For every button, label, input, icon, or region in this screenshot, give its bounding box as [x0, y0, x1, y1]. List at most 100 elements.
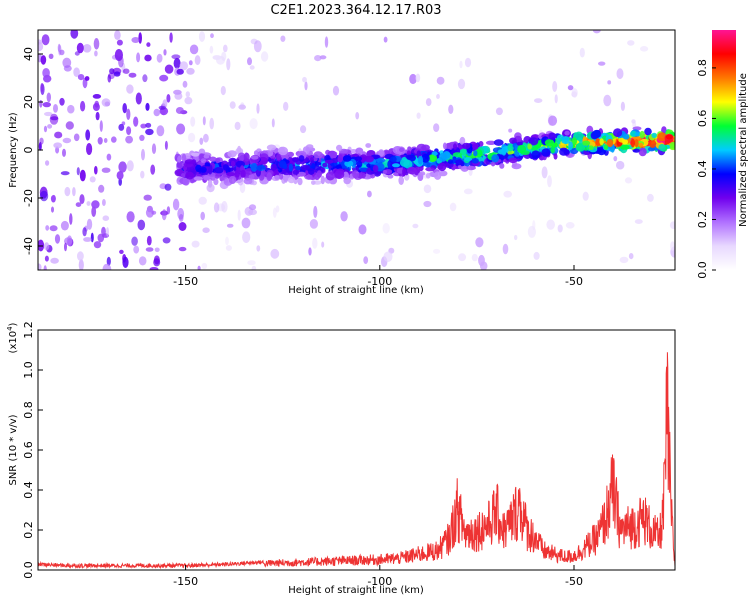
spectrogram-noise-cell — [464, 57, 472, 68]
spectrogram-ridge-cell — [322, 162, 328, 168]
spectrogram-noise-cell — [202, 116, 206, 126]
spectrogram-noise-cell — [137, 219, 146, 231]
spectrogram-ridge-cell — [462, 142, 471, 150]
spectrogram-ridge-cell — [354, 156, 363, 162]
spectrogram-ridge-cell — [501, 148, 507, 156]
spectrogram-noise-cell — [84, 76, 90, 81]
spectrogram-noise-cell — [533, 251, 540, 260]
spectrogram-ridge-cell — [425, 167, 435, 172]
spectrogram-ridge-cell — [499, 163, 505, 169]
spectrogram-noise-cell — [54, 234, 61, 244]
spectrogram-noise-cell — [162, 237, 171, 244]
spectrogram-x-tick-label: -150 — [173, 275, 198, 288]
spectrogram-noise-cell — [70, 30, 79, 39]
spectrogram-noise-cell — [567, 85, 574, 91]
spectrogram-noise-cell — [527, 225, 537, 238]
spectrogram-noise-cell — [101, 167, 111, 173]
snr-x-tick-label: -150 — [173, 575, 198, 588]
spectrogram-ridge-cell — [421, 144, 430, 151]
colorbar-tick-label: 0.0 — [696, 261, 709, 279]
snr-x-axis-label: Height of straight line (km) — [288, 585, 424, 596]
spectrogram-ridge-cell — [548, 132, 556, 140]
spectrogram-ridge-cell — [399, 158, 410, 167]
spectrogram-y-tick-label: 20 — [22, 95, 35, 109]
spectrogram-ridge-cell — [442, 142, 447, 150]
spectrogram-noise-cell — [382, 223, 390, 234]
spectrogram-noise-cell — [557, 224, 563, 233]
snr-x-tick-label: -100 — [367, 575, 392, 588]
spectrogram-noise-cell — [43, 265, 47, 270]
spectrogram-noise-cell — [102, 215, 110, 221]
spectrogram-noise-cell — [178, 222, 187, 231]
spectrogram-noise-cell — [363, 256, 369, 264]
spectrogram-ridge-cell — [447, 159, 454, 164]
spectrogram-ridge-cell — [433, 171, 442, 180]
spectrogram-noise-cell — [64, 242, 67, 252]
spectrogram-noise-cell — [409, 73, 417, 85]
spectrogram-noise-cell — [270, 248, 280, 259]
snr-multiplier-exponent: 4 — [6, 326, 14, 331]
spectrogram-ridge-cell — [473, 150, 478, 157]
spectrogram-ridge-cell — [336, 144, 343, 151]
spectrogram-noise-cell — [76, 167, 80, 176]
spectrogram-ridge-cell — [181, 153, 187, 163]
spectrogram-noise-cell — [565, 222, 575, 229]
spectrogram-noise-cell — [151, 210, 157, 215]
spectrogram-noise-cell — [83, 237, 92, 242]
spectrogram-ridge-cell — [531, 150, 541, 159]
spectrogram-ridge-cell — [203, 175, 210, 181]
spectrogram-ridge-cell — [276, 153, 281, 161]
spectrogram-noise-cell — [92, 103, 100, 111]
spectrogram-noise-cell — [126, 108, 131, 121]
spectrogram-noise-cell — [186, 67, 195, 75]
spectrogram-ridge-cell — [541, 148, 551, 157]
spectrogram-noise-cell — [38, 263, 42, 270]
spectrogram-noise-cell — [175, 107, 184, 114]
spectrogram-noise-cell — [106, 153, 112, 161]
spectrogram-noise-cell — [39, 190, 49, 202]
spectrogram-noise-cell — [502, 243, 509, 255]
spectrogram-ridge-cell — [603, 144, 609, 150]
spectrogram-noise-cell — [86, 143, 93, 155]
spectrogram-ridge-cell — [595, 138, 601, 146]
spectrogram-noise-cell — [80, 100, 86, 112]
spectrogram-noise-cell — [199, 137, 204, 145]
spectrogram-noise-cell — [145, 247, 154, 252]
spectrogram-noise-cell — [39, 137, 44, 145]
spectrogram-ridge-cell — [190, 152, 200, 157]
spectrogram-noise-cell — [54, 131, 63, 139]
spectrogram-ridge-cell — [283, 175, 288, 183]
spectrogram-ridge-cell — [378, 149, 385, 157]
spectrogram-noise-cell — [631, 119, 636, 124]
spectrogram-ridge-cell — [606, 138, 614, 148]
spectrogram-noise-cell — [118, 177, 122, 186]
spectrogram-ridge-cell — [575, 142, 586, 152]
spectrogram-noise-cell — [458, 253, 467, 262]
spectrogram-ridge-cell — [266, 144, 277, 151]
spectrogram-noise-cell — [164, 140, 168, 150]
spectrogram-ridge-cell — [325, 171, 335, 181]
spectrogram-ridge-cell — [328, 151, 338, 159]
spectrogram-noise-cell — [62, 57, 72, 68]
spectrogram-noise-cell — [126, 84, 134, 94]
spectrogram-noise-cell — [188, 60, 193, 66]
spectrogram-x-tick-label: -100 — [367, 275, 392, 288]
spectrogram-noise-cell — [90, 232, 94, 243]
spectrogram-noise-cell — [86, 201, 91, 206]
spectrogram-ridge-cell — [648, 139, 657, 148]
snr-y-tick-label: 1.2 — [22, 321, 35, 339]
spectrogram-ridge-cell — [459, 136, 466, 145]
spectrogram-noise-cell — [234, 121, 241, 131]
spectrogram-ridge-cell — [553, 153, 558, 160]
spectrogram-noise-cell — [156, 53, 163, 63]
spectrogram-noise-cell — [101, 98, 111, 107]
spectrogram-noise-cell — [478, 254, 485, 267]
spectrogram-ridge-cell — [592, 129, 601, 139]
spectrogram-noise-cell — [43, 74, 52, 83]
spectrogram-noise-cell — [616, 160, 625, 170]
spectrogram-noise-cell — [106, 227, 109, 237]
spectrogram-ridge-cell — [311, 163, 316, 169]
spectrogram-noise-cell — [304, 81, 308, 91]
spectrogram-ridge-cell — [375, 158, 386, 163]
spectrogram-ridge-cell — [372, 165, 379, 173]
